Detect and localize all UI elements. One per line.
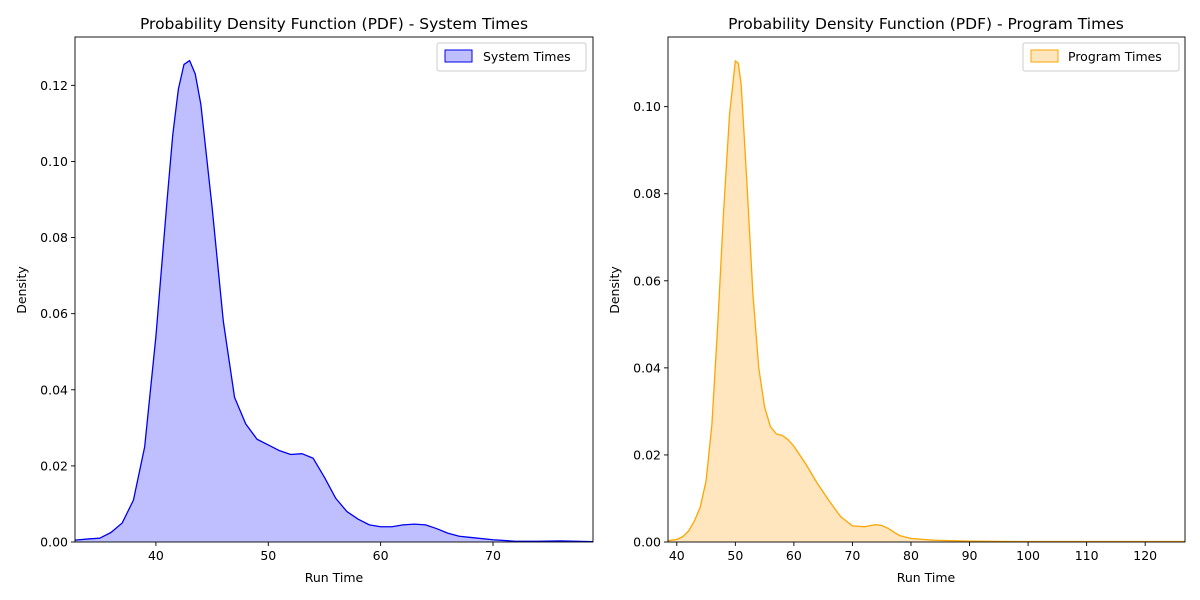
x-tick-label-program-times: 50 <box>727 548 743 563</box>
y-tick-label-program-times: 0.06 <box>633 273 661 288</box>
x-tick-label-program-times: 70 <box>844 548 860 563</box>
x-tick-label-program-times: 90 <box>962 548 978 563</box>
chart-title-system-times: Probability Density Function (PDF) - Sys… <box>140 15 528 33</box>
y-axis-label-system-times: Density <box>14 266 29 314</box>
x-tick-label-system-times: 40 <box>148 548 164 563</box>
y-tick-label-system-times: 0.00 <box>40 535 68 550</box>
legend-system-times: System Times <box>436 42 587 72</box>
axes-frame-program-times <box>667 36 1186 543</box>
panel-system-times: 40 50 60 70 0.00 0.02 0.04 0.06 0.08 0.10 0.12 Pro… <box>14 15 594 585</box>
legend-frame-program-times <box>1022 42 1180 72</box>
x-tick-label-program-times: 40 <box>669 548 685 563</box>
legend-label-program-times: Program Times <box>1068 49 1162 64</box>
legend-swatch-system-times <box>444 49 473 63</box>
legend-swatch-program-times <box>1030 49 1059 63</box>
x-tick-label-program-times: 60 <box>786 548 802 563</box>
y-tick-label-program-times: 0.04 <box>633 360 661 375</box>
x-tick-label-program-times: 110 <box>1075 548 1099 563</box>
legend-label-system-times: System Times <box>483 49 571 64</box>
x-tick-label-program-times: 80 <box>903 548 919 563</box>
y-tick-label-program-times: 0.00 <box>633 535 661 550</box>
y-tick-label-system-times: 0.06 <box>40 306 68 321</box>
y-tick-label-system-times: 0.10 <box>40 154 68 169</box>
plot-area-program-times: 40 50 60 70 80 90 100 110 120 0.00 0.02 0.04 0.06 0.0… <box>633 36 1186 563</box>
x-tick-label-system-times: 50 <box>260 548 276 563</box>
x-tick-label-program-times: 120 <box>1133 548 1157 563</box>
x-tick-label-system-times: 60 <box>373 548 389 563</box>
panel-program-times: 40 50 60 70 80 90 100 110 120 0.00 0.02 0.04 0.06 0.0… <box>607 15 1186 585</box>
x-axis-label-program-times: Run Time <box>897 570 956 585</box>
density-line-program-times <box>668 60 1185 542</box>
y-tick-label-program-times: 0.10 <box>633 99 661 114</box>
density-area-system-times <box>75 60 593 542</box>
axes-frame-system-times <box>74 36 594 543</box>
x-axis-label-system-times: Run Time <box>305 570 364 585</box>
density-line-system-times <box>75 59 593 542</box>
density-area-program-times <box>668 60 1185 542</box>
y-tick-label-program-times: 0.02 <box>633 447 661 462</box>
plot-area-system-times: 40 50 60 70 0.00 0.02 0.04 0.06 0.08 0.10 0.12 <box>40 36 594 563</box>
y-tick-label-system-times: 0.12 <box>40 78 68 93</box>
y-tick-label-program-times: 0.08 <box>633 186 661 201</box>
y-tick-label-system-times: 0.08 <box>40 230 68 245</box>
y-axis-label-program-times: Density <box>607 266 622 314</box>
legend-program-times: Program Times <box>1022 42 1180 72</box>
x-tick-label-system-times: 70 <box>485 548 501 563</box>
x-tick-label-program-times: 100 <box>1016 548 1040 563</box>
chart-title-program-times: Probability Density Function (PDF) - Pro… <box>728 15 1124 33</box>
legend-frame-system-times <box>436 42 587 72</box>
y-tick-label-system-times: 0.04 <box>40 382 68 397</box>
y-tick-label-system-times: 0.02 <box>40 458 68 473</box>
